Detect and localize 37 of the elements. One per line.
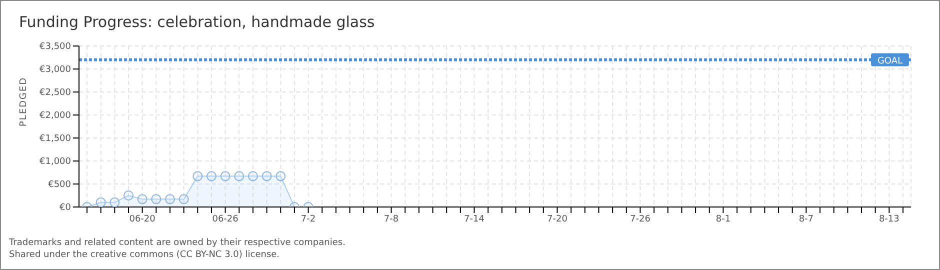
y-tick-label: €3,500 (40, 42, 72, 52)
x-tick-label: 7-26 (630, 214, 651, 224)
x-tick-label: 06-26 (212, 214, 239, 224)
point (234, 171, 244, 182)
point (262, 171, 272, 182)
ref-line-label: GOAL (877, 56, 903, 66)
text: Shared under the creative commons (CC BY-NC 3.0) license. (9, 249, 281, 261)
y-tick-label: €1,500 (40, 134, 72, 144)
chart-title: Funding Progress: celebration, handmade glass (19, 13, 375, 31)
point (248, 171, 258, 182)
y-axis-title: PLEDGED (19, 76, 30, 126)
x-tick-label: 8-13 (878, 214, 900, 224)
x-tick-label: 06-20 (129, 214, 156, 224)
x-tick-label: 7-2 (300, 214, 316, 224)
y-tick-label: €3,000 (40, 65, 72, 76)
text: Trademarks and related content are owned by their respective companies. (9, 237, 346, 249)
y-tick-label: €0 (60, 203, 72, 214)
point (164, 194, 175, 204)
point (123, 190, 134, 200)
point (178, 194, 189, 204)
y-tick-label: €500 (48, 180, 72, 190)
point (110, 197, 120, 207)
x-tick-label: 7-14 (464, 214, 485, 224)
point (137, 194, 148, 204)
point (96, 197, 106, 207)
x-tick-label: 7-8 (384, 214, 399, 224)
point (220, 171, 230, 182)
point (192, 171, 203, 182)
y-tick-label: €2,500 (40, 88, 72, 98)
x-tick-label: 8-7 (798, 214, 814, 224)
y-tick-label: €1,000 (40, 157, 72, 168)
x-tick-label: 7-20 (547, 214, 568, 224)
point (276, 171, 286, 182)
y-tick-label: €2,000 (40, 111, 72, 122)
point (206, 171, 216, 182)
x-tick-label: 8-1 (716, 214, 731, 224)
point (151, 194, 162, 204)
